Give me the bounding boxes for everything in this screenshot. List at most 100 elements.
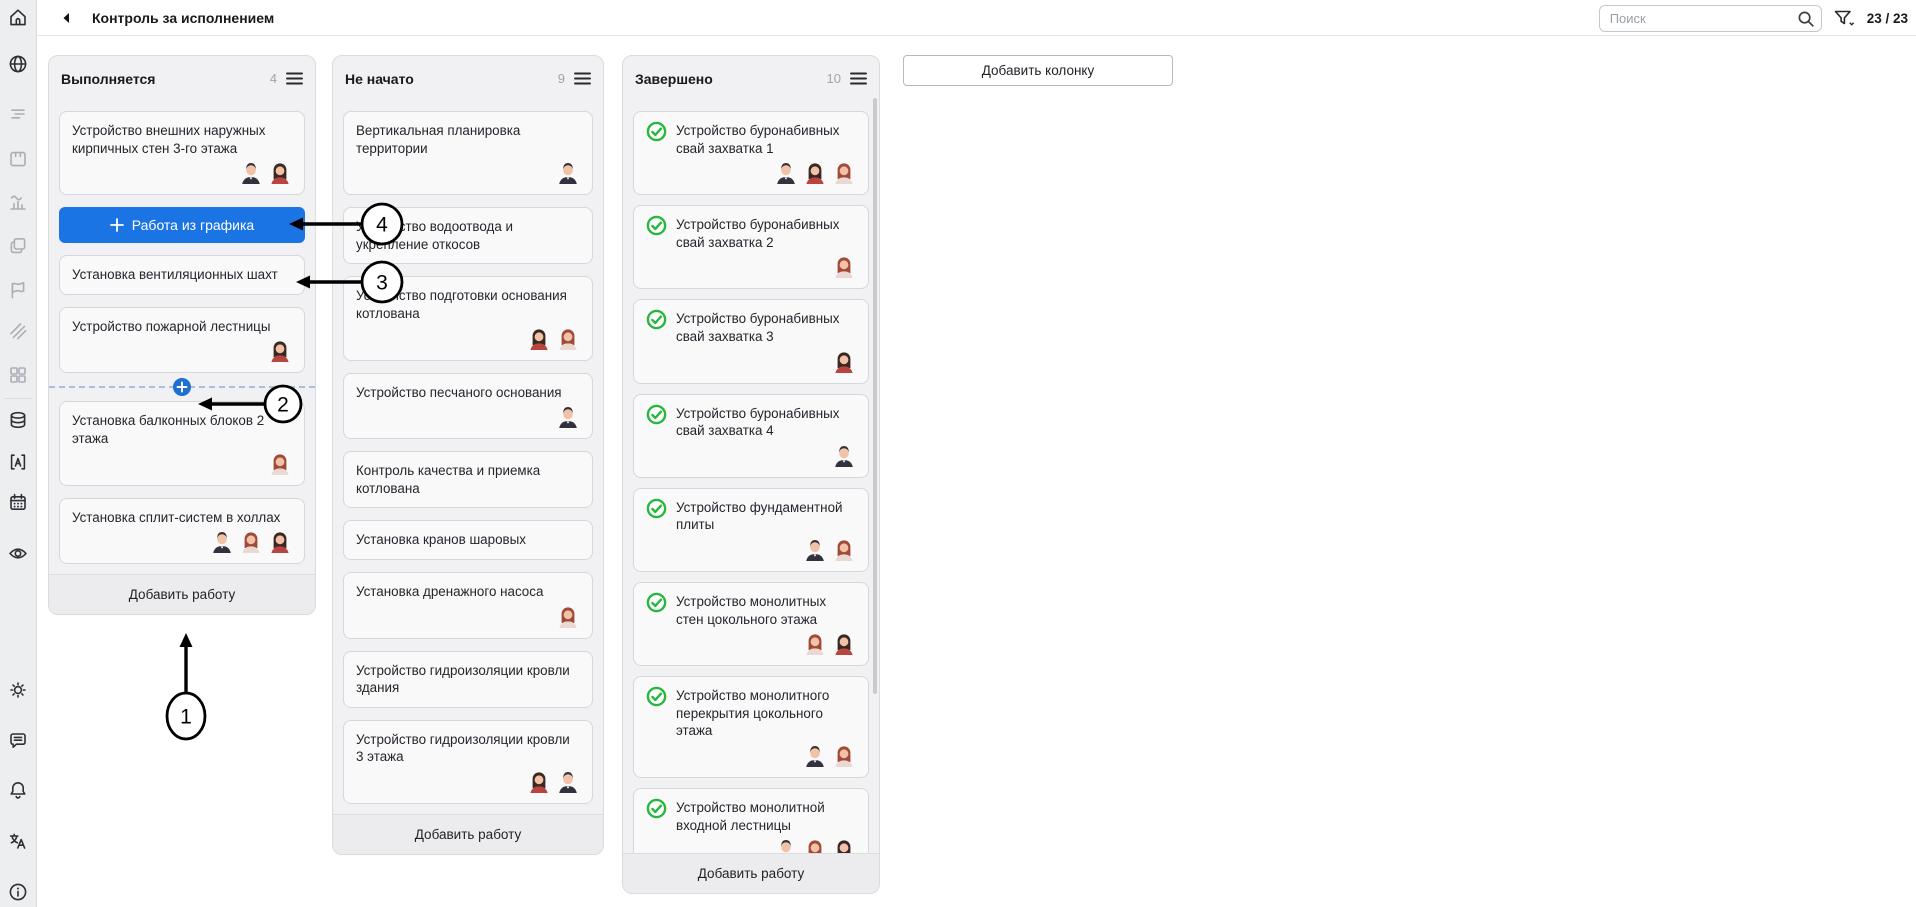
grid-icon[interactable] xyxy=(7,364,29,386)
kanban-card[interactable]: Устройство водоотвода и укрепление откос… xyxy=(343,207,593,265)
kanban-card[interactable]: Устройство пожарной лестницы xyxy=(59,306,305,374)
calendar-icon[interactable] xyxy=(7,491,29,513)
kanban-board-icon[interactable] xyxy=(7,148,29,170)
column-title: Выполняется xyxy=(61,70,156,87)
kanban-card[interactable]: Устройство буронабивных свай захватка 4 xyxy=(633,393,869,478)
eye-icon[interactable] xyxy=(7,542,29,564)
kanban-card[interactable]: Установка балконных блоков 2 этажа xyxy=(59,401,305,486)
column-header: Выполняется 4 xyxy=(49,56,315,101)
avatar xyxy=(239,529,263,554)
copy-icon[interactable] xyxy=(7,235,29,257)
home-icon[interactable] xyxy=(7,6,29,28)
done-check-icon xyxy=(646,121,667,147)
bracket-a-icon[interactable] xyxy=(7,451,29,473)
kanban-card[interactable]: Установка кранов шаровых xyxy=(343,520,593,560)
kanban-card[interactable]: Устройство монолитных стен цокольного эт… xyxy=(633,581,869,667)
kanban-card[interactable]: Устройство буронабивных свай захватка 1 xyxy=(633,111,869,196)
column-header: Не начато 9 xyxy=(333,56,603,101)
kanban-card[interactable]: Устройство подготовки основания котлован… xyxy=(343,276,593,361)
info-icon[interactable] xyxy=(7,881,29,903)
avatar xyxy=(803,537,827,561)
avatar xyxy=(527,326,551,350)
add-card-button[interactable]: Добавить работу xyxy=(333,813,603,854)
avatar xyxy=(832,537,856,561)
avatar xyxy=(268,529,292,554)
button-label: Работа из графика xyxy=(131,217,255,234)
kanban-card[interactable]: Устройство внешних наружных кирпичных ст… xyxy=(59,111,305,196)
add-card-button[interactable]: Добавить работу xyxy=(49,574,315,615)
assignee-avatars xyxy=(72,338,292,363)
avatar xyxy=(832,160,856,185)
kanban-card[interactable]: Вертикальная планировка территории xyxy=(343,111,593,196)
column-menu-icon[interactable] xyxy=(850,72,867,85)
kanban-card[interactable]: Устройство гидроизоляции кровли 3 этажа xyxy=(343,719,593,804)
card-title: Устройство гидроизоляции кровли здания xyxy=(356,662,570,696)
card-title: Устройство буронабивных свай захватка 2 xyxy=(676,217,840,250)
chart-icon[interactable] xyxy=(7,191,29,213)
avatar xyxy=(556,604,580,628)
column-menu-icon[interactable] xyxy=(286,72,303,85)
list-lines-icon[interactable] xyxy=(7,103,29,125)
kanban-card[interactable]: Установка дренажного насоса xyxy=(343,571,593,639)
translate-icon[interactable] xyxy=(7,830,29,852)
kanban-column-0: Выполняется 4 Устройство внешних наружных … xyxy=(48,55,316,616)
column-header: Завершено 10 xyxy=(623,56,879,101)
assignee-avatars xyxy=(646,537,856,561)
topbar-right: 23 / 23 xyxy=(1598,0,1908,36)
bell-icon[interactable] xyxy=(7,779,29,801)
database-icon[interactable] xyxy=(7,409,29,431)
avatar xyxy=(268,160,292,185)
kanban-card[interactable]: Устройство песчаного основания xyxy=(343,372,593,440)
flag-icon[interactable] xyxy=(7,279,29,301)
page-title: Контроль за исполнением xyxy=(92,9,275,26)
search-box[interactable] xyxy=(1598,4,1822,33)
kanban-card[interactable]: Устройство фундаментной плиты xyxy=(633,487,869,572)
card-title: Вертикальная планировка территории xyxy=(356,123,521,156)
kanban-card[interactable]: Установка вентиляционных шахт xyxy=(59,255,305,295)
brightness-icon[interactable] xyxy=(7,679,29,701)
cards-area: Устройство буронабивных свай захватка 1 У… xyxy=(623,101,879,853)
kanban-card[interactable]: Контроль качества и приемка котлована xyxy=(343,451,593,509)
assignee-avatars xyxy=(646,349,856,373)
column-scrollbar[interactable] xyxy=(873,98,877,694)
kanban-card[interactable]: Устройство монолитной входной лестницы xyxy=(633,787,869,853)
hatch-icon[interactable] xyxy=(7,320,29,342)
done-check-icon xyxy=(646,215,667,241)
kanban-card[interactable]: Устройство гидроизоляции кровли здания xyxy=(343,650,593,708)
assignee-avatars xyxy=(356,604,580,628)
cards-area: Вертикальная планировка территории Устрой… xyxy=(333,101,603,814)
plus-circle-icon[interactable] xyxy=(173,378,192,397)
column-menu-icon[interactable] xyxy=(574,72,591,85)
sidebar xyxy=(0,0,37,907)
avatar xyxy=(832,743,856,767)
kanban-card[interactable]: Устройство буронабивных свай захватка 2 xyxy=(633,205,869,290)
kanban-card[interactable]: Устройство буронабивных свай захватка 3 xyxy=(633,299,869,384)
globe-icon[interactable] xyxy=(7,53,29,75)
card-title: Устройство водоотвода и укрепление откос… xyxy=(356,219,514,252)
assignee-avatars xyxy=(72,451,292,475)
search-input[interactable] xyxy=(1598,4,1822,32)
card-title: Устройство монолитного перекрытия цоколь… xyxy=(676,688,830,739)
kanban-board: Добавить колонку Выполняется 4 Устройство … xyxy=(37,36,1916,907)
kanban-column-1: Не начато 9 Вертикальная планировка террит… xyxy=(332,55,604,855)
search-icon[interactable] xyxy=(1797,10,1815,33)
filter-icon[interactable] xyxy=(1833,8,1856,28)
done-check-icon xyxy=(646,592,667,618)
assignee-avatars xyxy=(646,631,856,656)
kanban-card[interactable]: Установка сплит-систем в холлах xyxy=(59,497,305,565)
add-card-button[interactable]: Добавить работу xyxy=(623,853,879,893)
assignee-avatars xyxy=(646,254,856,279)
comment-icon[interactable] xyxy=(7,729,29,751)
card-title: Устройство буронабивных свай захватка 3 xyxy=(676,311,840,344)
add-column-button[interactable]: Добавить колонку xyxy=(903,55,1173,86)
avatar xyxy=(803,837,827,853)
assignee-avatars xyxy=(646,743,856,767)
card-title: Устройство пожарной лестницы xyxy=(72,318,271,334)
avatar xyxy=(774,837,798,853)
column-count: 9 xyxy=(557,71,565,86)
back-icon[interactable] xyxy=(62,12,70,24)
avatar xyxy=(556,404,580,429)
topbar: Контроль за исполнением 23 / 23 xyxy=(37,0,1916,36)
kanban-card[interactable]: Устройство монолитного перекрытия цоколь… xyxy=(633,676,869,778)
work-from-schedule-button[interactable]: Работа из графика xyxy=(59,207,305,244)
